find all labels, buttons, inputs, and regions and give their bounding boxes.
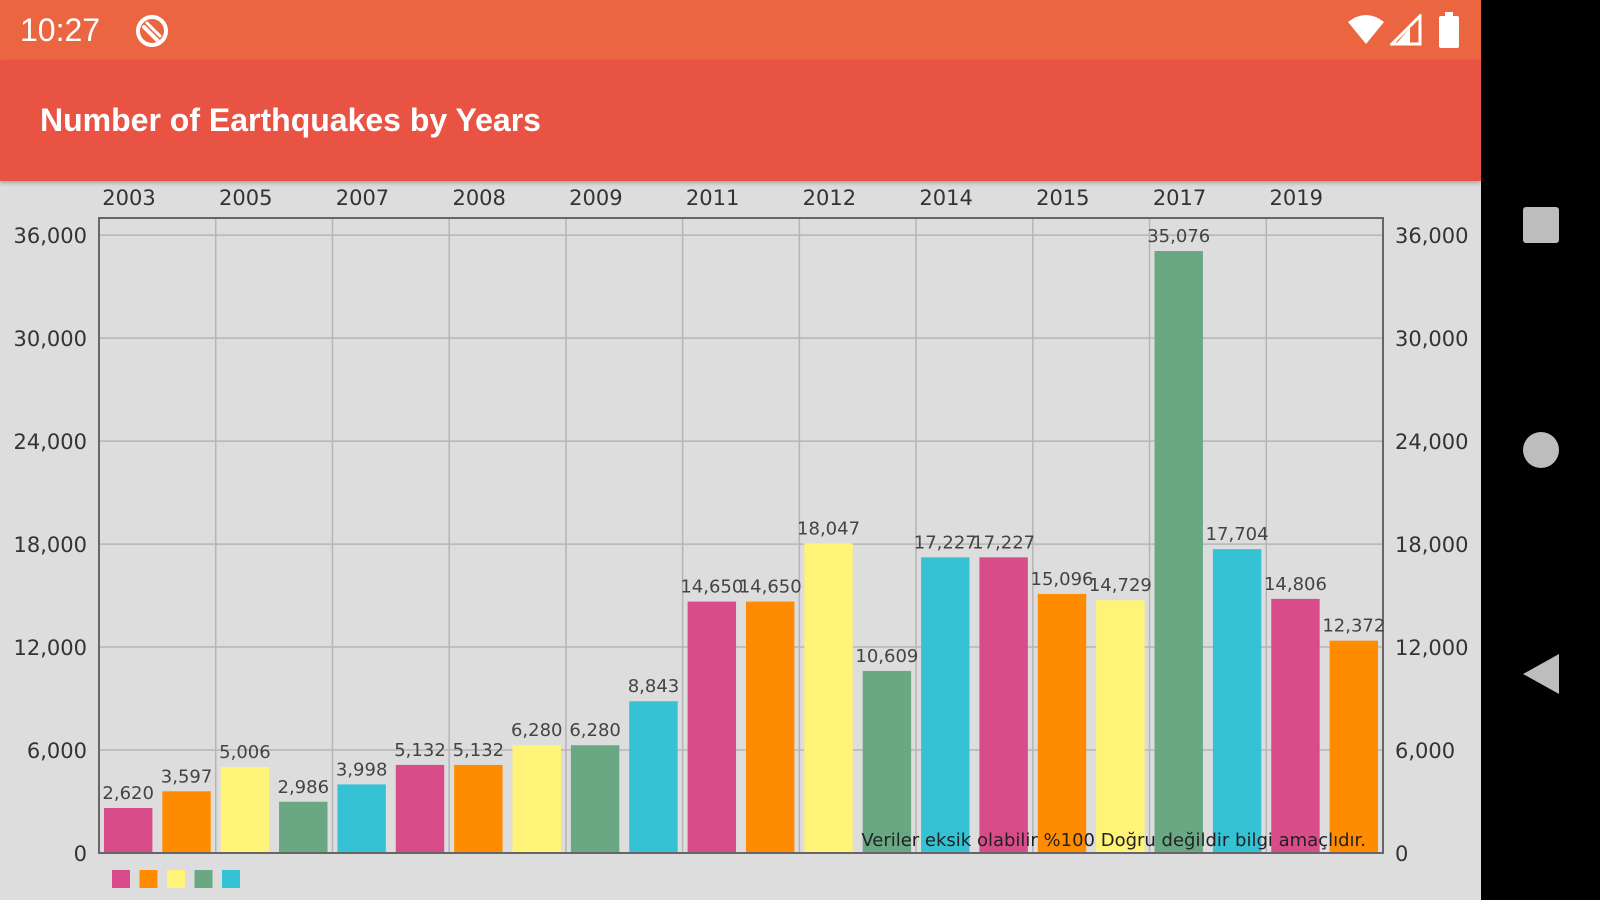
app-title: Number of Earthquakes by Years bbox=[40, 102, 541, 138]
y-tick-label-right: 24,000 bbox=[1395, 430, 1468, 454]
x-tick-label-top: 2003 bbox=[102, 186, 155, 210]
bar-value-label: 5,132 bbox=[453, 740, 505, 761]
bar-value-label: 18,047 bbox=[797, 518, 860, 539]
bar-value-label: 17,227 bbox=[972, 532, 1035, 553]
bar bbox=[337, 784, 386, 853]
x-tick-label-top: 2015 bbox=[1036, 186, 1089, 210]
y-tick-label-left: 30,000 bbox=[14, 327, 87, 351]
wifi-icon bbox=[1348, 15, 1384, 44]
grid-lines bbox=[99, 218, 1383, 854]
x-tick-label-top: 2009 bbox=[569, 186, 622, 210]
y-axis-right: 0 6,000 12,000 18,000 24,000 30,000 36,000 bbox=[1395, 224, 1468, 866]
bars bbox=[103, 251, 1379, 853]
bar bbox=[395, 764, 445, 853]
bar bbox=[1096, 600, 1145, 853]
bar-value-label: 6,280 bbox=[569, 720, 621, 741]
y-tick-label-right: 36,000 bbox=[1395, 224, 1468, 248]
x-tick-label-top: 2014 bbox=[919, 186, 972, 210]
y-tick-label-left: 36,000 bbox=[14, 224, 87, 248]
plot-frame bbox=[98, 217, 1384, 854]
bar bbox=[1212, 549, 1262, 853]
home-button-icon[interactable] bbox=[1521, 430, 1561, 470]
legend bbox=[112, 870, 240, 888]
x-tick-label-top: 2005 bbox=[219, 186, 272, 210]
bar-value-label: 10,609 bbox=[855, 646, 918, 667]
bar-chart: 2,620 3,597 5,006 2,986 3,998 5,132 5,132 6,280… bbox=[14, 186, 1468, 888]
x-tick-label-top: 2011 bbox=[686, 186, 739, 210]
bar bbox=[1154, 251, 1203, 853]
bar bbox=[279, 801, 328, 853]
bar-value-label: 2,620 bbox=[102, 783, 154, 804]
bar bbox=[921, 557, 970, 853]
bar-value-label: 12,372 bbox=[1322, 616, 1385, 637]
y-tick-label-left: 12,000 bbox=[14, 636, 87, 660]
x-tick-label-top: 2008 bbox=[452, 186, 505, 210]
y-tick-label-left: 0 bbox=[74, 842, 87, 866]
app-screen: 10:27 Number of Earthquakes by Years 2,6… bbox=[0, 0, 1481, 900]
app-bar: Number of Earthquakes by Years bbox=[0, 60, 1481, 181]
bar bbox=[862, 670, 912, 853]
bar-value-label: 8,843 bbox=[628, 676, 680, 697]
bar-value-label: 6,280 bbox=[511, 720, 563, 741]
y-tick-label-right: 0 bbox=[1395, 842, 1408, 866]
x-tick-label-top: 2017 bbox=[1153, 186, 1206, 210]
value-labels: 2,620 3,597 5,006 2,986 3,998 5,132 5,132 6,280… bbox=[102, 226, 1385, 804]
bar bbox=[745, 601, 795, 853]
legend-swatch bbox=[139, 870, 158, 888]
battery-icon bbox=[1439, 12, 1459, 48]
x-tick-label-top: 2012 bbox=[803, 186, 856, 210]
legend-swatch bbox=[112, 870, 130, 888]
legend-swatch bbox=[167, 870, 185, 888]
status-bar: 10:27 bbox=[0, 0, 1481, 60]
bar bbox=[1037, 593, 1087, 853]
bar bbox=[512, 745, 561, 853]
y-tick-label-right: 18,000 bbox=[1395, 533, 1468, 557]
bar bbox=[804, 543, 853, 853]
y-axis-left: 0 6,000 12,000 18,000 24,000 30,000 36,000 bbox=[14, 224, 87, 866]
legend-swatch bbox=[222, 870, 240, 888]
x-tick-label-top: 2019 bbox=[1270, 186, 1323, 210]
bar bbox=[1329, 640, 1379, 853]
bar bbox=[103, 808, 153, 853]
bar-value-label: 5,006 bbox=[219, 742, 271, 763]
bar-value-label: 14,806 bbox=[1264, 574, 1327, 595]
bar-value-label: 17,227 bbox=[914, 532, 977, 553]
y-tick-label-left: 6,000 bbox=[27, 739, 87, 763]
legend-swatch bbox=[194, 870, 213, 888]
do-not-disturb-icon bbox=[136, 15, 168, 47]
navigation-bar bbox=[1481, 0, 1600, 900]
bar-value-label: 35,076 bbox=[1147, 226, 1210, 247]
bar-value-label: 14,650 bbox=[680, 577, 743, 598]
bar-value-label: 5,132 bbox=[394, 740, 446, 761]
y-tick-label-left: 24,000 bbox=[14, 430, 87, 454]
bar bbox=[162, 791, 211, 853]
bar-value-label: 2,986 bbox=[278, 777, 330, 798]
bar bbox=[979, 557, 1028, 853]
y-tick-label-right: 12,000 bbox=[1395, 636, 1468, 660]
signal-icon bbox=[1390, 14, 1422, 46]
bar bbox=[220, 767, 270, 853]
x-tick-label-top: 2007 bbox=[336, 186, 389, 210]
y-tick-label-left: 18,000 bbox=[14, 533, 87, 557]
bar-value-label: 17,704 bbox=[1206, 524, 1269, 545]
x-axis-top: 2003 2005 2007 2008 2009 2011 2012 2014 2015 2017… bbox=[102, 186, 1323, 210]
status-time: 10:27 bbox=[20, 12, 101, 48]
bar bbox=[1271, 598, 1320, 853]
bar-value-label: 3,597 bbox=[161, 766, 213, 787]
chart-description: Veriler eksik olabilir %100 Doğru değild… bbox=[861, 830, 1366, 851]
bar bbox=[570, 745, 620, 853]
y-tick-label-right: 30,000 bbox=[1395, 327, 1468, 351]
back-button-icon[interactable] bbox=[1521, 652, 1561, 696]
bar-value-label: 3,998 bbox=[336, 759, 388, 780]
bar bbox=[629, 701, 678, 853]
bar-value-label: 15,096 bbox=[1031, 569, 1094, 590]
recents-button-icon[interactable] bbox=[1521, 205, 1561, 245]
bar-value-label: 14,650 bbox=[739, 577, 802, 598]
bar bbox=[687, 601, 737, 853]
y-tick-label-right: 6,000 bbox=[1395, 739, 1455, 763]
bar bbox=[454, 764, 503, 853]
bar-value-label: 14,729 bbox=[1089, 575, 1152, 596]
